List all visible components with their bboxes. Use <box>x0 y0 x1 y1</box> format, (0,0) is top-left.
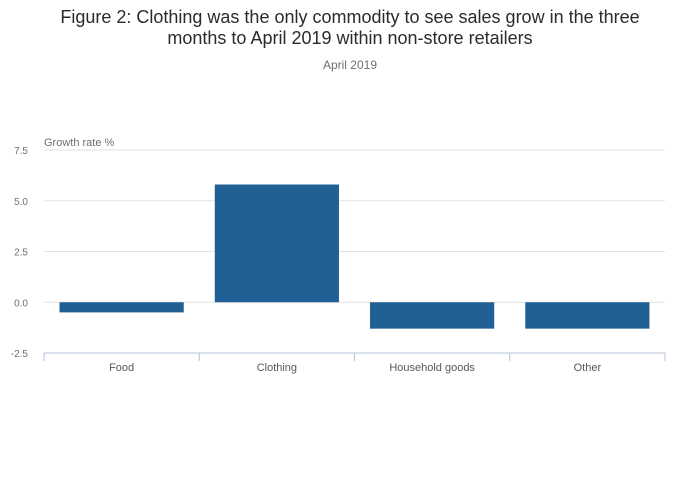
y-tick-label: 7.5 <box>14 146 28 157</box>
bar-household-goods <box>370 302 495 329</box>
x-tick-label: Food <box>109 362 134 374</box>
chart-title-line-2: months to April 2019 within non-store re… <box>167 28 533 48</box>
x-tick-label: Other <box>574 362 602 374</box>
chart-title-line-1: Figure 2: Clothing was the only commodit… <box>60 7 640 27</box>
y-tick-label: 2.5 <box>14 248 28 259</box>
y-tick-label: 5.0 <box>14 197 28 208</box>
x-tick-label: Clothing <box>257 362 297 374</box>
chart-title: Figure 2: Clothing was the only commodit… <box>0 7 700 49</box>
y-tick-label: -2.5 <box>11 349 29 360</box>
y-tick-label: 0.0 <box>14 298 28 309</box>
bar-other <box>525 302 650 329</box>
chart-subtitle: April 2019 <box>322 58 378 72</box>
x-tick-label: Household goods <box>389 362 475 374</box>
y-axis-label: Growth rate % <box>44 137 115 149</box>
bar-food <box>59 302 184 313</box>
bar-clothing <box>214 184 339 303</box>
